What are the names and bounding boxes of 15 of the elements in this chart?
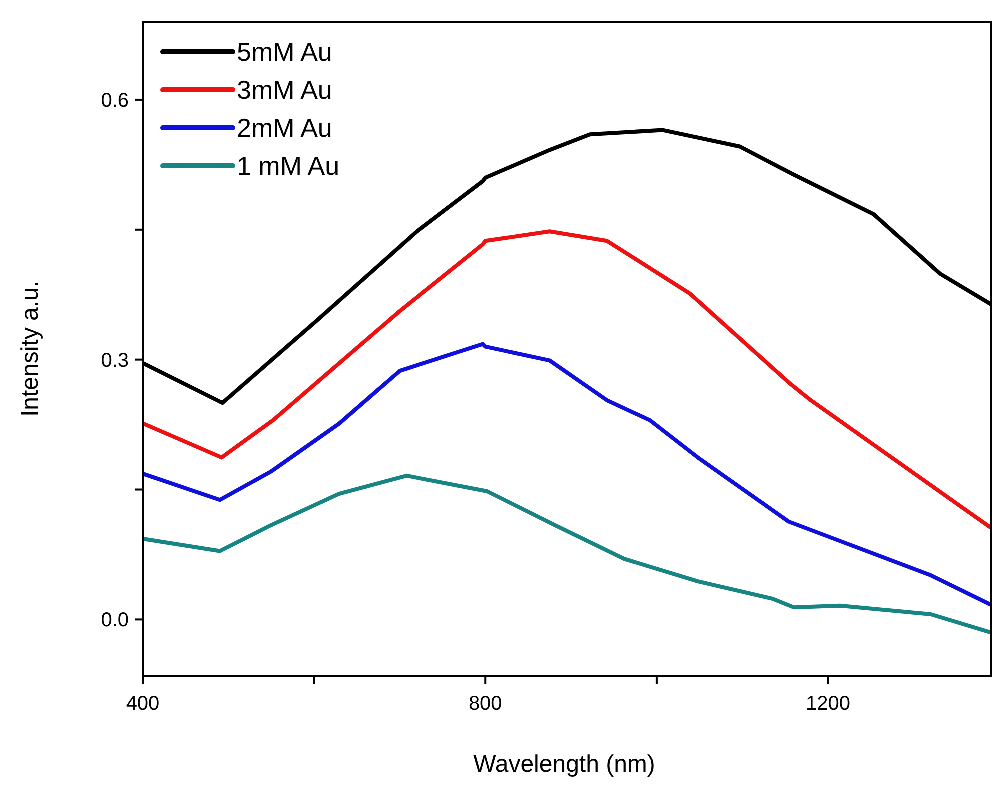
x-tick-label: 400 — [126, 693, 160, 715]
x-tick-label: 1200 — [806, 693, 851, 715]
line-series — [143, 474, 992, 635]
y-tick-label: 0.6 — [101, 90, 129, 112]
legend-label: 3mM Au — [237, 75, 332, 105]
y-axis-title: Intensity a.u. — [17, 280, 44, 418]
legend-label: 5mM Au — [237, 37, 332, 67]
x-tick-label: 800 — [468, 693, 502, 715]
y-tick-label: 0.0 — [101, 610, 129, 632]
line-series — [143, 230, 992, 530]
x-axis-title: Wavelength (nm) — [474, 751, 656, 778]
legend-label: 2mM Au — [237, 113, 332, 143]
legend-label: 1 mM Au — [237, 151, 340, 181]
y-tick-label: 0.3 — [101, 350, 129, 372]
line-series — [143, 342, 992, 607]
